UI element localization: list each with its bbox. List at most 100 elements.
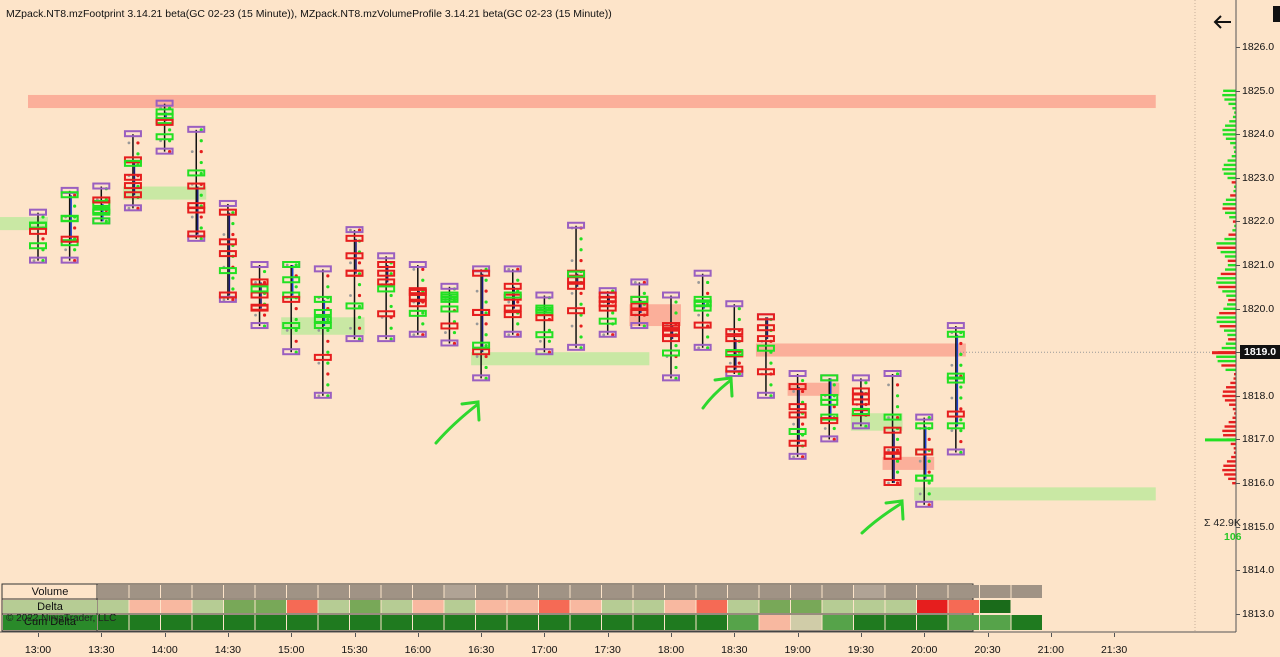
imbalance-box <box>820 417 839 425</box>
profile-row <box>1228 298 1236 302</box>
imbalance-box <box>250 303 269 311</box>
profile-row <box>1229 120 1236 123</box>
delta-cell <box>602 600 633 613</box>
imbalance-box <box>788 439 807 447</box>
volume-cell <box>444 585 475 598</box>
cum-delta-cell <box>728 615 759 630</box>
delta-cell <box>885 600 916 613</box>
volume-dot <box>326 274 330 278</box>
delta-cell <box>822 600 853 613</box>
volume-dot <box>792 455 795 459</box>
volume-dot <box>602 333 606 337</box>
volume-dot <box>389 272 393 276</box>
imbalance-box <box>851 374 870 382</box>
price-tick-label: 1821.0 <box>1242 259 1275 271</box>
footprint-bar <box>567 221 586 351</box>
time-tick-mark <box>164 633 166 637</box>
imbalance-box <box>567 270 586 278</box>
profile-row <box>1219 325 1236 328</box>
imbalance-box <box>472 341 491 349</box>
imbalance-box <box>535 331 554 339</box>
footprint-bar <box>250 261 269 330</box>
cum-delta-cell <box>570 615 601 630</box>
profile-row <box>1220 250 1236 254</box>
imbalance-box <box>756 335 775 343</box>
profile-row <box>1227 176 1236 180</box>
profile-row <box>1233 377 1236 380</box>
volume-dot <box>927 503 931 507</box>
imbalance-box <box>218 238 237 246</box>
price-tick-label: 1820.0 <box>1242 302 1275 315</box>
imbalance-box <box>472 269 491 277</box>
imbalance-box <box>218 267 237 275</box>
time-axis[interactable]: 13:00 13:30 14:00 14:30 15:00 15:30 16:00 16:30… <box>0 632 1236 657</box>
imbalance-box <box>946 376 965 384</box>
volume-dot <box>294 350 298 354</box>
volume-dot <box>801 455 805 459</box>
imbalance-box <box>29 227 47 235</box>
footprint-bar <box>29 208 47 264</box>
imbalance-box <box>946 372 965 380</box>
profile-row <box>1230 381 1236 385</box>
arrow-shaft <box>434 402 480 445</box>
volume-dot <box>706 280 710 285</box>
cum-delta-cell <box>444 615 475 630</box>
annotation-arrow <box>434 400 481 445</box>
imbalance-box <box>567 343 586 351</box>
time-tick-label: 16:30 <box>467 644 495 656</box>
time-tick-mark <box>481 633 483 637</box>
volume-dot <box>918 459 922 463</box>
imbalance-box <box>915 422 934 430</box>
price-tick-mark <box>1236 177 1240 179</box>
imbalance-box <box>630 278 649 286</box>
time-tick-label: 17:30 <box>594 644 621 656</box>
volume-cell <box>822 585 853 598</box>
profile-row <box>1225 137 1236 140</box>
profile-row <box>1234 224 1236 228</box>
imbalance-box <box>377 252 396 260</box>
volume-dot <box>516 300 520 304</box>
imbalance-box <box>313 265 332 273</box>
imbalance-box <box>377 285 396 293</box>
imbalance-box <box>946 410 965 418</box>
volume-dot <box>706 346 710 350</box>
imbalance-box <box>187 125 206 133</box>
cum-delta-cell <box>224 615 255 630</box>
imbalance-box <box>535 314 554 322</box>
imbalance-box <box>756 368 775 376</box>
profile-row <box>1226 294 1236 297</box>
back-button[interactable] <box>1208 8 1236 36</box>
time-tick-mark <box>417 633 419 637</box>
imbalance-box <box>535 304 554 312</box>
price-axis[interactable]: 1826.0 1825.0 1824.0 1823.0 1822.0 1821.0 1820… <box>1236 0 1280 632</box>
volume-dot <box>895 459 900 463</box>
imbalance-box <box>282 261 301 268</box>
volume-dot <box>895 481 900 485</box>
time-tick-mark <box>227 633 229 637</box>
footprint-bar <box>218 199 237 303</box>
time-tick-mark <box>38 633 39 637</box>
imbalance-box <box>662 324 680 332</box>
profile-row <box>1216 316 1236 319</box>
delta-cell <box>791 600 822 613</box>
footprint-bar <box>788 370 807 460</box>
time-tick-mark <box>797 633 799 637</box>
price-tick-mark <box>1236 570 1240 572</box>
delta-cell <box>318 600 349 613</box>
price-tick-label: 1822.0 <box>1242 215 1275 228</box>
volume-dot <box>222 233 226 236</box>
profile-row <box>1224 237 1236 241</box>
volume-dot <box>579 313 583 317</box>
profile-row <box>1227 264 1236 267</box>
imbalance-box <box>915 500 934 508</box>
time-tick-label: 20:30 <box>974 644 1001 656</box>
delta-cell <box>98 600 129 613</box>
imbalance-box <box>345 226 364 234</box>
volume-cell <box>129 585 160 598</box>
profile-row <box>1227 303 1236 306</box>
delta-cell <box>3 600 97 613</box>
imbalance-box <box>883 446 902 454</box>
footprint-bar <box>535 291 554 356</box>
volume-dot <box>254 281 257 284</box>
